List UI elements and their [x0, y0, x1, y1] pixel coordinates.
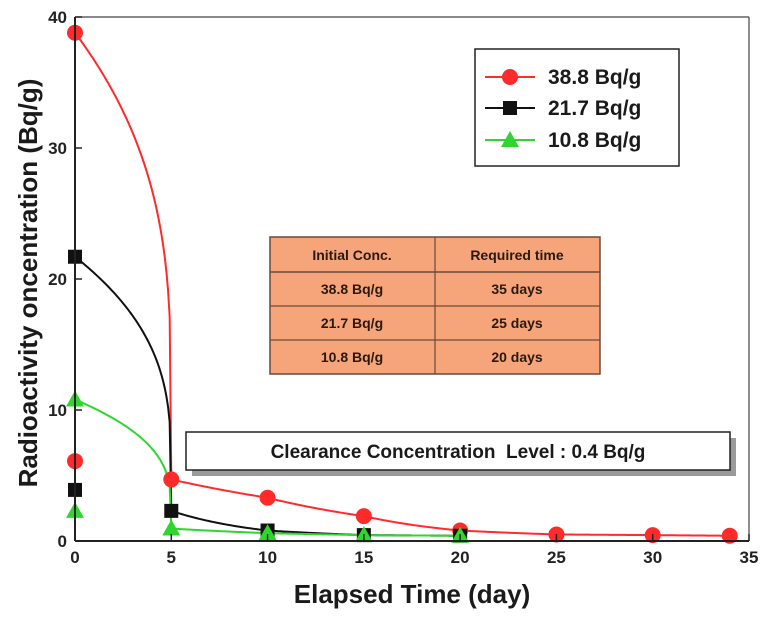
table-cell: 35 days [491, 281, 543, 297]
legend-item: 10.8 Bq/g [485, 129, 641, 152]
y-tick-label: 30 [48, 139, 67, 158]
data-point-circle [721, 527, 738, 544]
table-cell: 38.8 Bq/g [321, 281, 383, 297]
x-tick-label: 5 [167, 548, 176, 567]
x-tick-label: 0 [70, 548, 79, 567]
table-cell: 10.8 Bq/g [321, 349, 383, 365]
legend-label: 38.8 Bq/g [548, 66, 641, 89]
y-ticks: 0 10 20 30 40 [48, 8, 82, 551]
legend-marker-circle [502, 69, 518, 85]
legend-label: 21.7 Bq/g [548, 97, 641, 120]
x-tick-label: 25 [547, 548, 566, 567]
x-tick-label: 30 [643, 548, 662, 567]
x-tick-label: 15 [354, 548, 373, 567]
data-point-circle [259, 489, 276, 506]
legend-marker-triangle [501, 131, 519, 147]
table-cell: 25 days [491, 315, 543, 331]
y-axis-title: Radioactivity oncentration (Bq/g) [13, 79, 43, 488]
legend-label: 10.8 Bq/g [548, 129, 641, 152]
x-ticks: 0 5 10 15 20 25 30 35 [70, 534, 758, 567]
clearance-annotation: Clearance Concentration Level : 0.4 Bq/g [185, 431, 736, 476]
table-cell: 20 days [491, 349, 543, 365]
legend: 38.8 Bq/g 21.7 Bq/g 10.8 Bq/g [474, 48, 680, 167]
y-tick-label: 20 [48, 270, 67, 289]
table-header-cell: Required time [470, 247, 564, 263]
legend-item: 38.8 Bq/g [485, 66, 641, 89]
data-point-circle [355, 508, 372, 525]
x-tick-label: 35 [740, 548, 759, 567]
annotation-text: Clearance Concentration Level : 0.4 Bq/g [271, 442, 646, 463]
data-point-triangle [162, 519, 181, 536]
legend-item: 21.7 Bq/g [485, 97, 641, 120]
y-tick-label: 40 [48, 8, 67, 27]
x-tick-label: 20 [451, 548, 470, 567]
legend-marker-square [503, 101, 517, 115]
y-tick-label: 10 [48, 401, 67, 420]
inset-table: Initial Conc. Required time 38.8 Bq/g 35… [269, 236, 601, 375]
table-cell: 21.7 Bq/g [321, 315, 383, 331]
y-tick-label: 0 [58, 532, 67, 551]
x-tick-label: 10 [258, 548, 277, 567]
x-axis-title: Elapsed Time (day) [294, 579, 531, 609]
table-header-cell: Initial Conc. [312, 247, 391, 263]
series-line [74, 32, 730, 537]
data-point-triangle [258, 524, 277, 541]
annotation-box [185, 431, 731, 471]
data-point-square [164, 503, 179, 518]
data-point-circle [163, 471, 180, 488]
